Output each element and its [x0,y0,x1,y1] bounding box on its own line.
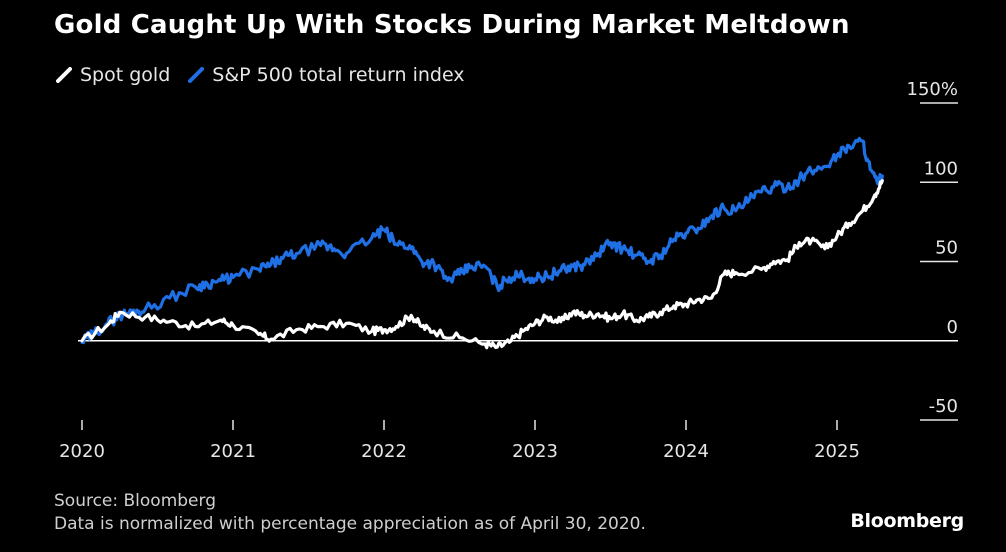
y-tick-label-1: 100 [924,158,958,179]
x-tick-label-3: 2023 [512,441,558,462]
chart-title: Gold Caught Up With Stocks During Market… [54,10,850,40]
bloomberg-logo: Bloomberg [850,510,964,532]
legend-label-gold: Spot gold [80,64,171,86]
legend-item-sp500: S&P 500 total return index [188,64,465,86]
legend: Spot gold S&P 500 total return index [56,64,483,86]
legend-item-gold: Spot gold [56,64,170,86]
x-tick-label-2: 2022 [361,441,407,462]
series-line-spot-gold [80,179,884,350]
y-tick-label-2: 50 [935,238,958,259]
legend-swatch-gold [56,67,72,83]
source-text: Source: Bloomberg [54,491,216,511]
legend-label-sp500: S&P 500 total return index [212,64,465,86]
note-text: Data is normalized with percentage appre… [54,514,646,534]
y-tick-label-3: 0 [947,317,958,338]
legend-swatch-sp500 [188,67,205,83]
x-tick-label-0: 2020 [59,441,105,462]
x-tick-label-5: 2025 [814,441,860,462]
y-tick-label-0: 150% [907,79,958,100]
x-tick-label-1: 2021 [210,441,256,462]
y-tick-label-4: -50 [929,396,958,417]
series-line-sp500 [80,136,884,345]
footer-notes: Source: Bloomberg Data is normalized wit… [54,490,646,536]
x-tick-label-4: 2024 [663,441,709,462]
